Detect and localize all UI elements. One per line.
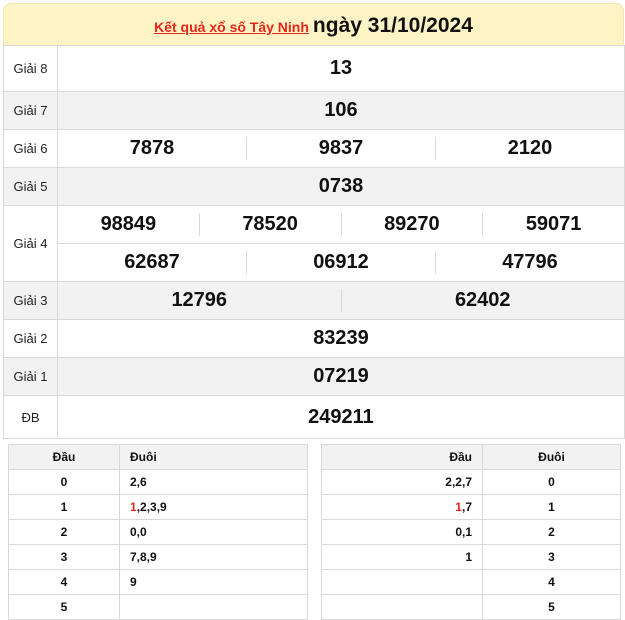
prize-number: 06912 bbox=[246, 251, 435, 274]
digits: 0,0 bbox=[130, 525, 147, 539]
results-date: ngày 31/10/2024 bbox=[312, 14, 473, 37]
highlight-digit: 1 bbox=[130, 500, 137, 514]
dau-key: 1 bbox=[8, 494, 120, 520]
prize-number: 0738 bbox=[57, 167, 625, 206]
prize-number: 7878 bbox=[129, 137, 175, 159]
dau-key: 0 bbox=[8, 469, 120, 495]
dau-values: 1 bbox=[321, 544, 483, 570]
prize-number: 62687 bbox=[124, 251, 180, 273]
prize-label: Giải 1 bbox=[3, 357, 58, 396]
duoi-key: 3 bbox=[482, 544, 621, 570]
prize-number: 12796 bbox=[171, 289, 228, 311]
dau-values bbox=[321, 594, 483, 620]
dau-key: 2 bbox=[8, 519, 120, 545]
prize-row-g8: Giải 8 13 bbox=[3, 45, 625, 92]
prize-label: Giải 6 bbox=[3, 129, 58, 168]
dau-values: 2,2,7 bbox=[321, 469, 483, 495]
prize-row-g6: Giải 6 7878 9837 2120 bbox=[3, 129, 625, 168]
col-header-duoi: Đuôi bbox=[119, 444, 308, 470]
prize-number: 59071 bbox=[482, 213, 624, 236]
prize-number: 83239 bbox=[57, 319, 625, 358]
duoi-key: 4 bbox=[482, 569, 621, 595]
dau-values bbox=[321, 569, 483, 595]
prize-row-g4: Giải 4 98849 78520 89270 59071 bbox=[3, 205, 625, 282]
dau-key: 5 bbox=[8, 594, 120, 620]
dau-values: 0,1 bbox=[321, 519, 483, 545]
duoi-values: 1,2,3,9 bbox=[119, 494, 308, 520]
prize-number: 98849 bbox=[100, 213, 157, 235]
prize-number: 9837 bbox=[246, 137, 435, 160]
table-row: 2,2,7 0 bbox=[321, 469, 621, 495]
prize-number: 2120 bbox=[435, 137, 624, 160]
highlight-digit: 1 bbox=[455, 500, 462, 514]
duoi-values bbox=[119, 594, 308, 620]
prize-number: 13 bbox=[57, 45, 625, 92]
dau-key: 4 bbox=[8, 569, 120, 595]
digits: 1 bbox=[465, 550, 472, 564]
table-row: 1 1,2,3,9 bbox=[8, 494, 308, 520]
digits: 2,6 bbox=[130, 475, 147, 489]
digits: ,7 bbox=[461, 500, 472, 514]
duoi-key: 1 bbox=[482, 494, 621, 520]
duoi-values: 2,6 bbox=[119, 469, 308, 495]
prize-row-g3: Giải 3 12796 62402 bbox=[3, 281, 625, 320]
dau-values: 1,7 bbox=[321, 494, 483, 520]
duoi-key: 5 bbox=[482, 594, 621, 620]
duoi-loto-table: Đầu Đuôi 2,2,7 0 1,7 1 0,1 2 1 3 4 5 bbox=[321, 444, 621, 620]
prize-label: Giải 7 bbox=[3, 91, 58, 130]
digits: 7,8,9 bbox=[130, 550, 157, 564]
prize-number: 89270 bbox=[340, 213, 483, 236]
table-row: 1,7 1 bbox=[321, 494, 621, 520]
table-row: 2 0,0 bbox=[8, 519, 308, 545]
prize-row-special: ĐB 249211 bbox=[3, 395, 625, 439]
province-results-link[interactable]: Kết quả xổ số Tây Ninh bbox=[154, 19, 309, 35]
special-prize-number: 249211 bbox=[57, 395, 625, 439]
prize-label: Giải 3 bbox=[3, 281, 58, 320]
table-row: 5 bbox=[321, 594, 621, 620]
duoi-values: 0,0 bbox=[119, 519, 308, 545]
dau-key: 3 bbox=[8, 544, 120, 570]
duoi-key: 2 bbox=[482, 519, 621, 545]
prize-number: 07219 bbox=[57, 357, 625, 396]
prize-number: 47796 bbox=[435, 251, 624, 274]
table-row: 5 bbox=[8, 594, 308, 620]
table-row: 0 2,6 bbox=[8, 469, 308, 495]
digits: 2,2,7 bbox=[445, 475, 472, 489]
col-header-dau: Đầu bbox=[321, 444, 483, 470]
dau-loto-table: Đầu Đuôi 0 2,6 1 1,2,3,9 2 0,0 3 7,8,9 4 9 5 bbox=[8, 444, 308, 620]
prize-label: Giải 8 bbox=[3, 45, 58, 92]
results-table: Giải 8 13 Giải 7 106 Giải 6 7878 9837 2120 Gi… bbox=[3, 45, 625, 439]
prize-row-g7: Giải 7 106 bbox=[3, 91, 625, 130]
col-header-duoi: Đuôi bbox=[482, 444, 621, 470]
prize-number: 78520 bbox=[198, 213, 341, 236]
prize-row-g4-2: 62687 06912 47796 bbox=[4, 243, 625, 282]
results-header: Kết quả xổ số Tây Ninh ngày 31/10/2024 bbox=[3, 3, 624, 45]
digits: ,2,3,9 bbox=[136, 500, 167, 514]
duoi-key: 0 bbox=[482, 469, 621, 495]
digits: 9 bbox=[130, 575, 137, 589]
duoi-values: 7,8,9 bbox=[119, 544, 308, 570]
prize-row-g5: Giải 5 0738 bbox=[3, 167, 625, 206]
prize-row-g2: Giải 2 83239 bbox=[3, 319, 625, 358]
duoi-values: 9 bbox=[119, 569, 308, 595]
prize-label: Giải 5 bbox=[3, 167, 58, 206]
prize-label: Giải 2 bbox=[3, 319, 58, 358]
table-row: 4 bbox=[321, 569, 621, 595]
prize-label: ĐB bbox=[3, 395, 58, 439]
prize-row-g1: Giải 1 07219 bbox=[3, 357, 625, 396]
col-header-dau: Đầu bbox=[8, 444, 120, 470]
digits: 0,1 bbox=[455, 525, 472, 539]
prize-number: 106 bbox=[57, 91, 625, 130]
prize-label: Giải 4 bbox=[3, 205, 58, 282]
prize-number: 62402 bbox=[340, 289, 625, 312]
table-row: 3 7,8,9 bbox=[8, 544, 308, 570]
table-row: 0,1 2 bbox=[321, 519, 621, 545]
